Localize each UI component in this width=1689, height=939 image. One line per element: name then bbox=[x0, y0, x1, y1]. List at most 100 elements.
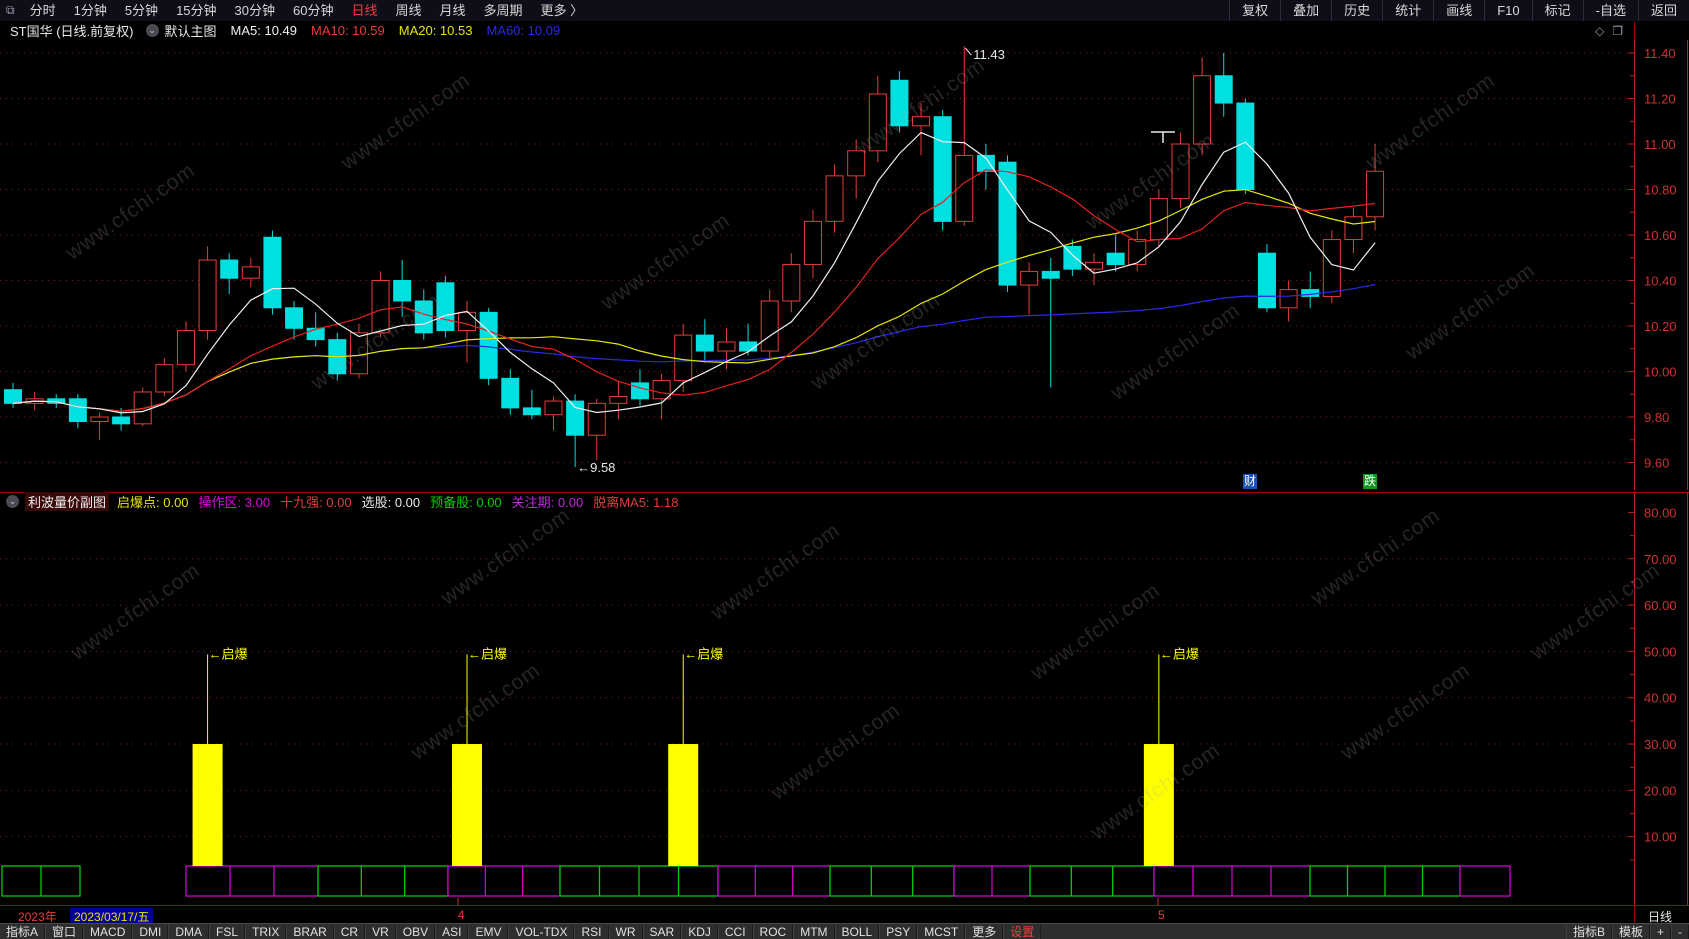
indicator-button-RSI[interactable]: RSI bbox=[574, 924, 609, 939]
toolbar-item--[interactable]: - bbox=[1671, 924, 1689, 939]
candle-body bbox=[803, 220, 822, 266]
candlestick-chart[interactable]: 11.40 11.20 11.00 10.80 10.60 10.40 10.20 10.00… bbox=[0, 40, 1689, 490]
menu-item--自选[interactable]: -自选 bbox=[1582, 0, 1638, 21]
indicator-button-SAR[interactable]: SAR bbox=[642, 924, 682, 939]
toolbar-item-模板[interactable]: 模板 bbox=[1611, 924, 1650, 939]
toolbar-item-窗口[interactable]: 窗口 bbox=[45, 924, 84, 939]
indicator-button-ASI[interactable]: ASI bbox=[435, 924, 469, 939]
indicator-button-VR[interactable]: VR bbox=[365, 924, 396, 939]
menu-item-30分钟[interactable]: 30分钟 bbox=[234, 3, 275, 18]
split-window-icon[interactable]: ❐ bbox=[1612, 23, 1623, 38]
indicator-button-MCST[interactable]: MCST bbox=[917, 924, 966, 939]
candle-body bbox=[609, 396, 628, 404]
indicator-button-FSL[interactable]: FSL bbox=[209, 924, 246, 939]
menu-item-月线[interactable]: 月线 bbox=[439, 3, 466, 18]
main-view-label[interactable]: 默认主图 bbox=[164, 24, 217, 39]
menu-item-周线[interactable]: 周线 bbox=[395, 3, 422, 18]
axis-tick-label: 60.00 bbox=[1644, 598, 1677, 613]
indicator-button-BRAR[interactable]: BRAR bbox=[286, 924, 334, 939]
indicator-button-OBV[interactable]: OBV bbox=[395, 924, 436, 939]
candle-body bbox=[630, 382, 649, 400]
toolbar-item-指标B[interactable]: 指标B bbox=[1565, 924, 1612, 939]
axis-tick-label: 11.40 bbox=[1644, 46, 1676, 61]
chart-marker-跌: 跌 bbox=[1363, 474, 1378, 489]
menu-item-日线[interactable]: 日线 bbox=[351, 3, 378, 18]
menu-item-返回[interactable]: 返回 bbox=[1637, 0, 1689, 21]
indicator-button-PSY[interactable]: PSY bbox=[879, 924, 918, 939]
candle-body bbox=[868, 93, 887, 152]
signal-flag-label: ←启爆 bbox=[684, 646, 723, 661]
candle-body bbox=[739, 341, 758, 352]
sub-indicator-chart[interactable]: 80.00 70.00 60.00 50.00 40.00 30.00 20.00 10.00… bbox=[0, 492, 1689, 905]
indicator-button-MTM[interactable]: MTM bbox=[793, 924, 835, 939]
ribbon-segment bbox=[829, 865, 955, 897]
candle-body bbox=[976, 154, 995, 172]
candle-body bbox=[652, 380, 671, 400]
sub-field: 预备股: 0.00 bbox=[430, 494, 502, 510]
chevron-down-icon[interactable]: ⌄ bbox=[145, 24, 159, 37]
indicator-button-MACD[interactable]: MACD bbox=[83, 924, 133, 939]
app-window-icon[interactable]: ⧉ bbox=[6, 3, 15, 17]
month-tick-5: 5 bbox=[1158, 908, 1165, 922]
indicator-button-BOLL[interactable]: BOLL bbox=[834, 924, 880, 939]
candle-body bbox=[695, 334, 714, 352]
candle-body bbox=[285, 307, 304, 329]
menu-item-历史[interactable]: 历史 bbox=[1331, 0, 1382, 21]
candle-body bbox=[68, 398, 87, 423]
sub-field: 启爆点: 0.00 bbox=[117, 494, 189, 510]
toolbar-item-指标A[interactable]: 指标A bbox=[0, 924, 46, 939]
sub-field: 选股: 0.00 bbox=[361, 494, 421, 510]
ribbon-segment bbox=[717, 865, 831, 897]
candle-body bbox=[1279, 289, 1298, 309]
indicator-button-CR[interactable]: CR bbox=[333, 924, 366, 939]
menu-item-分时[interactable]: 分时 bbox=[29, 3, 56, 18]
menu-item-1分钟[interactable]: 1分钟 bbox=[73, 3, 107, 18]
indicator-button-TRIX[interactable]: TRIX bbox=[245, 924, 287, 939]
indicator-button-EMV[interactable]: EMV bbox=[468, 924, 509, 939]
indicator-button-VOL-TDX[interactable]: VOL-TDX bbox=[508, 924, 575, 939]
diamond-icon[interactable]: ◇ bbox=[1595, 23, 1605, 38]
chevron-down-icon[interactable]: ⌄ bbox=[6, 494, 19, 508]
menu-item-标记[interactable]: 标记 bbox=[1531, 0, 1583, 21]
ma60-line bbox=[12, 283, 1376, 412]
date-label[interactable]: 2023/03/17/五 bbox=[70, 908, 154, 925]
menu-item-15分钟[interactable]: 15分钟 bbox=[176, 3, 217, 18]
year-label: 2023年 bbox=[18, 910, 57, 924]
toolbar-item-+[interactable]: + bbox=[1649, 924, 1671, 939]
indicator-button-DMI[interactable]: DMI bbox=[132, 924, 169, 939]
settings-button[interactable]: 设置 bbox=[1003, 924, 1042, 939]
menu-item-更多 〉[interactable]: 更多 〉 bbox=[540, 3, 584, 18]
menu-item-5分钟[interactable]: 5分钟 bbox=[124, 3, 159, 18]
ma-value-MA5: MA5: 10.49 bbox=[230, 23, 298, 38]
candle-body bbox=[371, 280, 390, 334]
candle-body bbox=[912, 116, 931, 127]
indicator-button-WR[interactable]: WR bbox=[608, 924, 643, 939]
indicator-button-ROC[interactable]: ROC bbox=[752, 924, 794, 939]
candle-body bbox=[90, 416, 109, 423]
menu-item-60分钟[interactable]: 60分钟 bbox=[293, 3, 334, 18]
indicator-button-更多[interactable]: 更多 bbox=[965, 924, 1004, 939]
menu-item-复权[interactable]: 复权 bbox=[1229, 0, 1280, 21]
signal-bar bbox=[452, 744, 483, 866]
sub-field: 脱离MA5: 1.18 bbox=[593, 494, 679, 510]
candle-body bbox=[458, 311, 477, 332]
candle-body bbox=[414, 300, 433, 334]
signal-flag-label: ←启爆 bbox=[468, 646, 507, 661]
menu-item-统计[interactable]: 统计 bbox=[1382, 0, 1433, 21]
indicator-button-DMA[interactable]: DMA bbox=[168, 924, 210, 939]
menu-item-F10[interactable]: F10 bbox=[1484, 0, 1531, 21]
axis-tick-label: 20.00 bbox=[1644, 783, 1677, 798]
ma-value-MA60: MA60: 10.09 bbox=[486, 23, 561, 38]
indicator-button-CCI[interactable]: CCI bbox=[717, 924, 753, 939]
candle-body bbox=[112, 416, 131, 425]
candle-body bbox=[4, 389, 22, 404]
menu-item-多周期[interactable]: 多周期 bbox=[483, 3, 523, 18]
candle-body bbox=[1322, 239, 1341, 297]
sub-indicator-name[interactable]: 利波量价副图 bbox=[25, 491, 110, 511]
menu-item-叠加[interactable]: 叠加 bbox=[1280, 0, 1331, 21]
indicator-button-KDJ[interactable]: KDJ bbox=[681, 924, 718, 939]
menu-item-画线[interactable]: 画线 bbox=[1433, 0, 1484, 21]
candle-body bbox=[1366, 170, 1385, 218]
axis-tick-label: 30.00 bbox=[1644, 737, 1677, 752]
candle-body bbox=[1063, 245, 1082, 270]
